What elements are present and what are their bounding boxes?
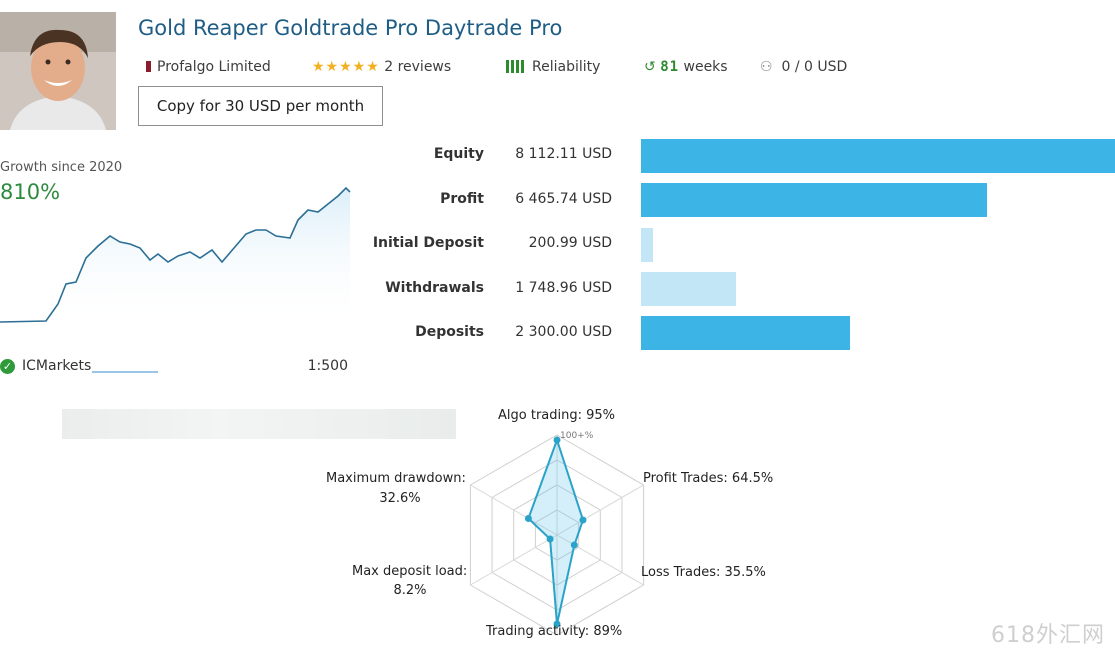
stat-bar-withdrawals (641, 272, 736, 306)
radar-polygon (527, 436, 585, 625)
weeks: ↺ 81 weeks (644, 56, 728, 78)
watermark: 618外汇网 (991, 623, 1105, 648)
stat-bar-deposits (641, 316, 850, 350)
rating-stars-icon: ★★★★★ (312, 59, 380, 75)
radar-label-profit-trades: Profit Trades: 64.5% (643, 471, 774, 486)
stat-value-initial-deposit: 200.99 USD (528, 235, 612, 251)
radar-point (524, 515, 532, 522)
author-avatar[interactable] (0, 12, 116, 130)
growth-line (0, 186, 351, 323)
stat-value-withdrawals: 1 748.96 USD (515, 280, 612, 296)
broker-name[interactable]: ICMarkets (22, 358, 92, 374)
radar-point (546, 535, 554, 543)
radar-label-maximum-drawdown: Maximum drawdown: (326, 471, 466, 486)
radar-chart: 100+% (469, 431, 645, 636)
stat-label-equity: Equity (433, 146, 484, 162)
radar-label-loss-trades: Loss Trades: 35.5% (641, 565, 766, 580)
stat-label-initial-deposit: Initial Deposit (372, 235, 484, 251)
radar-label-trading-activity: Trading activity: 89% (486, 624, 623, 639)
stat-bar-profit (641, 183, 987, 217)
seller-name: Profalgo Limited (157, 59, 271, 75)
reliability: Reliability (506, 56, 600, 80)
leverage-value: 1:500 (307, 358, 348, 374)
stat-value-profit: 6 465.74 USD (515, 191, 612, 207)
funds-value: 0 / 0 USD (781, 59, 848, 75)
radar-shape (524, 436, 587, 628)
subscribers-icon: ⚇ (760, 59, 773, 75)
rating[interactable]: ★★★★★ 2 reviews (312, 56, 451, 78)
stat-label-withdrawals: Withdrawals (385, 280, 484, 296)
stat-bar-equity (641, 139, 1115, 173)
redacted-placeholder (62, 409, 456, 439)
copy-subscribe-button[interactable]: Copy for 30 USD per month (138, 86, 383, 126)
radar-value-maximum-drawdown: 32.6% (379, 491, 421, 506)
broker-row: ✓ ICMarkets 1:500 (0, 356, 352, 378)
radar-point (553, 436, 561, 444)
seller-icon (146, 61, 151, 72)
reviews-count: 2 reviews (384, 59, 452, 75)
radar-value-max-deposit-load: 8.2% (393, 583, 427, 598)
stat-value-equity: 8 112.11 USD (515, 146, 612, 162)
stat-bar-initial-deposit (641, 228, 653, 262)
reliability-bars-icon (506, 58, 526, 80)
radar-label-algo-trading: Algo trading: 95% (498, 408, 616, 423)
growth-label: Growth since 2020 (0, 160, 123, 175)
avatar-photo (0, 12, 116, 130)
radar-axis (470, 484, 558, 536)
stat-label-deposits: Deposits (415, 324, 484, 340)
broker-underline (92, 371, 158, 373)
reliability-label: Reliability (532, 59, 601, 75)
growth-chart[interactable] (0, 178, 352, 328)
seller-link[interactable]: Profalgo Limited (146, 56, 271, 78)
weeks-label: weeks (683, 59, 728, 75)
weeks-icon: ↺ (644, 59, 656, 75)
weeks-number: 81 (660, 59, 680, 75)
radar-point (553, 620, 561, 628)
signal-title[interactable]: Gold Reaper Goldtrade Pro Daytrade Pro (138, 16, 563, 40)
radar-axis (470, 534, 558, 586)
radar-axis (556, 484, 644, 536)
radar-scale-label: 100+% (560, 431, 594, 441)
radar-point (579, 516, 587, 524)
radar-point (570, 541, 578, 549)
radar-label-max-deposit-load: Max deposit load: (352, 564, 468, 579)
radar-grid (469, 434, 645, 636)
subscriber-funds: ⚇ 0 / 0 USD (760, 56, 847, 78)
stat-label-profit: Profit (440, 191, 484, 207)
stat-value-deposits: 2 300.00 USD (515, 324, 612, 340)
growth-value: 810% (0, 180, 61, 204)
verified-check-icon: ✓ (0, 359, 15, 374)
